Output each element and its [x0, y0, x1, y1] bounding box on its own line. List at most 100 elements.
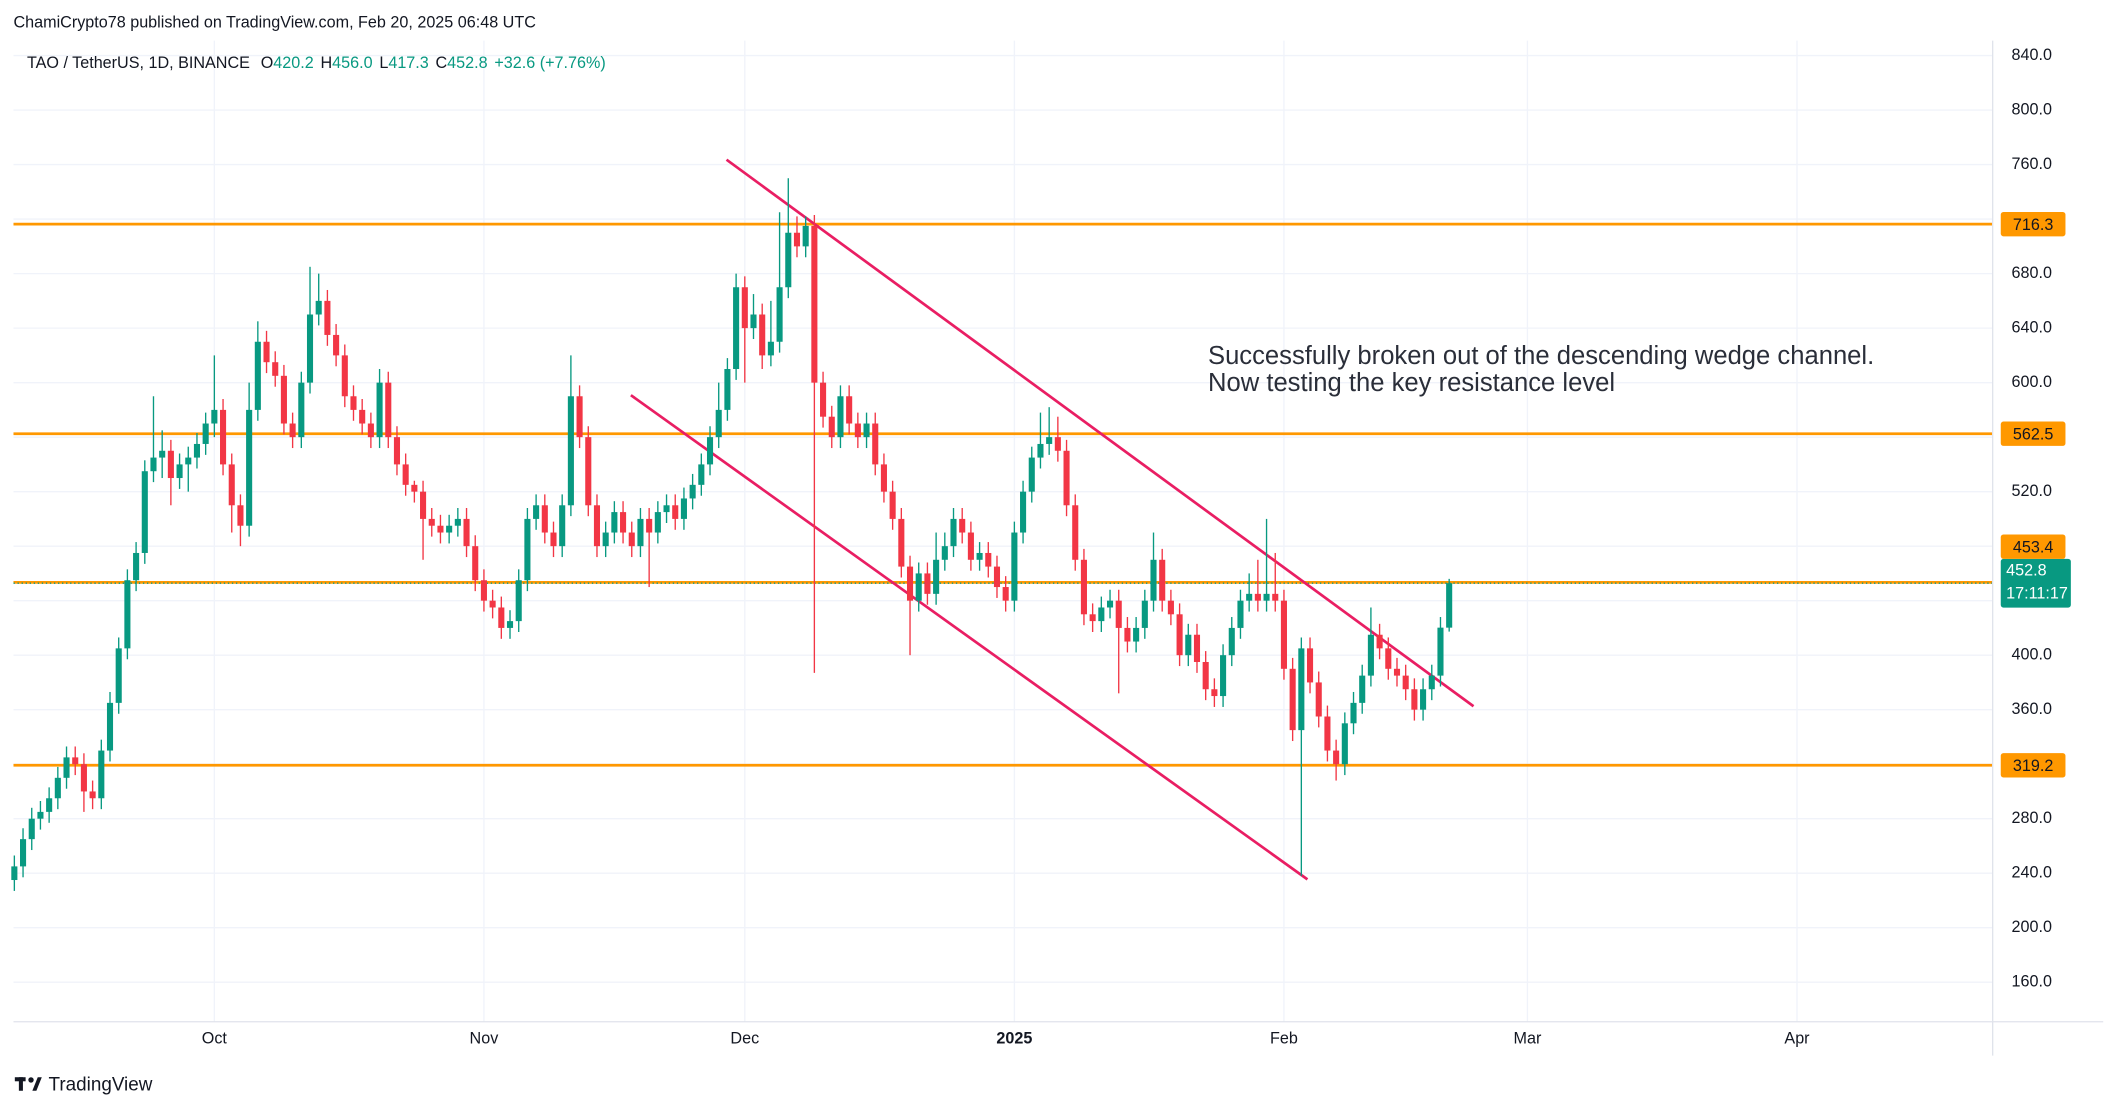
annotation-line: Now testing the key resistance level [1208, 369, 1615, 397]
candle-body [872, 423, 879, 465]
candle-body [880, 464, 887, 492]
candle-body [1446, 583, 1453, 628]
axis: 160.0200.0240.0280.0320.0360.0400.0440.0… [202, 46, 2071, 1048]
candle-body [602, 532, 609, 547]
candle-body [524, 518, 531, 581]
y-tick-label: 160.0 [2012, 972, 2052, 990]
candle-body [1420, 689, 1427, 710]
candle-body [1350, 702, 1357, 724]
candle-body [28, 818, 35, 840]
y-tick-label: 680.0 [2012, 264, 2052, 282]
candle-body [350, 396, 357, 410]
candle-body [1341, 723, 1348, 765]
candle-body [1028, 457, 1035, 492]
candle-body [1298, 648, 1305, 731]
candle-body [20, 839, 27, 867]
candle-body [1193, 634, 1201, 662]
candle-body [1393, 668, 1401, 676]
legend-value: 417.3 [388, 54, 428, 72]
candle-body [593, 505, 601, 547]
candle-body [428, 518, 435, 526]
candle-body [1115, 600, 1122, 628]
candle-body [828, 416, 835, 438]
y-tick-label: 360.0 [2012, 700, 2052, 718]
legend-key: H [320, 54, 332, 72]
candle-body [1159, 559, 1166, 601]
candle-body [1263, 593, 1270, 601]
candle-body [698, 464, 705, 485]
x-tick-label: Dec [730, 1030, 759, 1048]
y-tick-label: 640.0 [2012, 318, 2052, 336]
candle-body [437, 525, 444, 533]
candle-body [89, 791, 96, 799]
candle-body [985, 552, 992, 567]
candle-body [1072, 505, 1079, 560]
candle-body [411, 484, 418, 492]
candle-body [1124, 627, 1131, 642]
candle-body [541, 505, 548, 533]
candle-body [863, 423, 870, 438]
candle-body [1080, 559, 1087, 615]
legend-change: +32.6 (+7.76%) [494, 54, 605, 72]
candle-body [506, 621, 514, 628]
candle-body [1011, 532, 1018, 601]
candle-body [1037, 443, 1044, 458]
candle-body [1185, 634, 1192, 656]
candle-body [1220, 655, 1227, 697]
candle-body [906, 566, 914, 601]
candle-body [1063, 450, 1070, 506]
last-price-label: 452.8 [2006, 561, 2046, 579]
legend-key: L [379, 54, 388, 72]
candle-body [202, 423, 209, 444]
x-tick-label: Oct [202, 1030, 228, 1048]
candle-body [54, 777, 61, 799]
candle-body [1246, 593, 1253, 601]
candle-body [489, 600, 496, 608]
candle-body [785, 232, 792, 288]
candle-body [1002, 587, 1009, 601]
candle-body [237, 505, 244, 526]
candle-body [611, 512, 618, 533]
candle-body [1167, 600, 1174, 615]
x-tick-label: Apr [1784, 1030, 1810, 1048]
candle-body [933, 559, 940, 594]
candle-body [46, 798, 53, 812]
candle-body [915, 573, 922, 601]
candle-body [280, 375, 287, 424]
candle-body [811, 225, 818, 383]
candle-body [254, 341, 261, 410]
candle-body [854, 423, 861, 438]
candle-body [976, 552, 983, 560]
level-box [2000, 421, 2066, 446]
candle-body [646, 518, 653, 533]
candle-body [141, 471, 148, 553]
candle-body [1367, 634, 1374, 676]
candle-body [689, 484, 696, 499]
candle-body [898, 518, 905, 567]
y-tick-label: 240.0 [2012, 863, 2052, 881]
candle-body [1254, 593, 1261, 601]
x-tick-label: 2025 [996, 1030, 1032, 1048]
candle-body [1150, 559, 1157, 601]
y-tick-label: 600.0 [2012, 373, 2052, 391]
candle-body [306, 314, 314, 383]
candle-body [1020, 491, 1027, 533]
candle-body [1089, 614, 1096, 622]
candle-body [463, 518, 470, 547]
candle-body [767, 341, 774, 356]
level-label: 562.5 [2013, 425, 2053, 443]
level-label: 319.2 [2013, 757, 2053, 775]
candle-body [376, 382, 383, 438]
countdown-label: 17:11:17 [2006, 584, 2068, 602]
candle-body [585, 437, 592, 506]
candle-body [533, 505, 540, 519]
candle-body [1280, 600, 1287, 669]
candle-body [550, 532, 557, 547]
candle-body [298, 382, 305, 438]
candle-body [1289, 668, 1296, 731]
candle-body [967, 532, 974, 560]
candle-body [924, 573, 931, 594]
candle-body [889, 491, 896, 519]
candle-body [1376, 634, 1383, 649]
candle-body [1333, 750, 1340, 765]
